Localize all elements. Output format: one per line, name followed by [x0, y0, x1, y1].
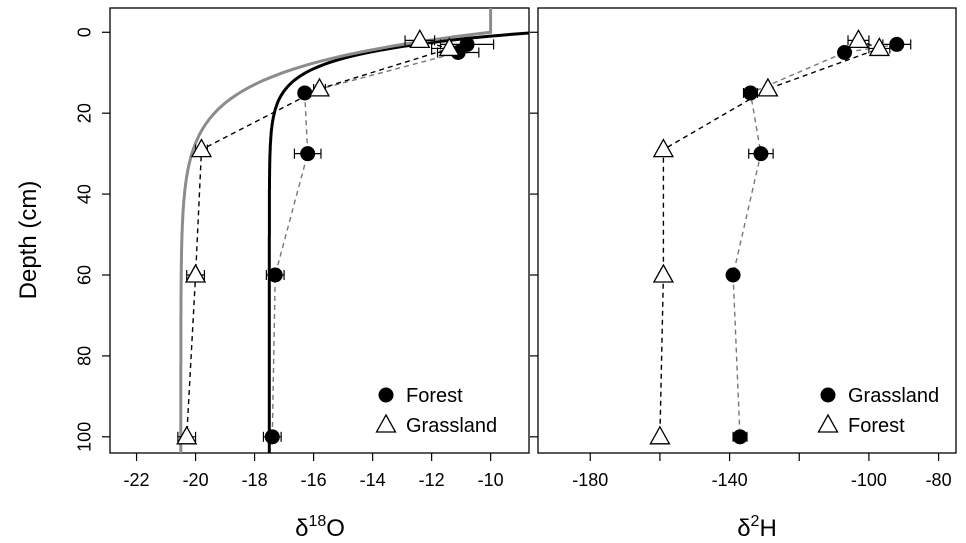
fitted-curves [179, 8, 529, 453]
legend-marker-triangle [375, 413, 397, 433]
x-axis-title-d18o: δ18O [295, 513, 345, 542]
data-point-triangle [757, 77, 779, 97]
data-point-triangle [438, 37, 460, 57]
data-point-circle [264, 429, 280, 445]
y-tick-label: 20 [74, 103, 94, 123]
data-point-triangle [176, 425, 198, 445]
legend-marker-triangle [817, 413, 839, 433]
data-point-circle [300, 146, 316, 162]
series-line-forest [659, 39, 882, 437]
plot-frame [109, 7, 530, 454]
y-tick-label: 100 [74, 422, 94, 452]
data-point-circle [742, 85, 758, 101]
series-line-forest [271, 43, 468, 437]
data-point-circle [297, 85, 313, 101]
x-tick-label: -14 [360, 470, 386, 490]
x-tick-label: -80 [926, 470, 952, 490]
y-tick-label: 40 [74, 184, 94, 204]
x-tick-label: -12 [419, 470, 445, 490]
data-point-circle [725, 267, 741, 283]
plot-frame [537, 7, 957, 454]
panel-d2h: -180 -140 -100 -80 Grassland Forest [530, 7, 957, 490]
x-tick-label: -20 [183, 470, 209, 490]
data-point-triangle [308, 77, 331, 97]
series-line-grassland [186, 39, 452, 437]
x-tick-label: -18 [242, 470, 268, 490]
x-tick-label: -100 [851, 470, 887, 490]
data-point-circle [732, 429, 748, 445]
legend-label: Grassland [406, 415, 497, 437]
data-point-triangle [652, 263, 675, 283]
data-point-triangle [409, 29, 431, 49]
x-tick-label: -22 [124, 470, 150, 490]
data-point-triangle [652, 138, 675, 158]
x-tick-label: -180 [572, 470, 608, 490]
y-tick-label: 60 [74, 265, 94, 285]
panel-d18o: 0 20 40 60 80 100 -22 -20 -18 -16 -14 -12 -10 Forest G… [74, 7, 530, 490]
x-axis-title-d2h: δ2H [737, 513, 777, 542]
legend-label: Forest [406, 385, 463, 407]
data-point-triangle [184, 263, 207, 283]
x-tick-label: -140 [712, 470, 748, 490]
fitted-curve [267, 31, 529, 453]
y-axis-title: Depth (cm) [15, 181, 42, 300]
series-line-grassland [732, 43, 897, 437]
y-tick-label: 0 [74, 27, 94, 37]
data-point-circle [267, 267, 283, 283]
legend-marker-circle [820, 387, 836, 403]
data-point-triangle [649, 425, 671, 445]
data-point-triangle [868, 37, 890, 57]
legend-marker-circle [378, 387, 394, 403]
fitted-curve [179, 8, 493, 453]
y-tick-label: 80 [74, 346, 94, 366]
data-point-circle [753, 146, 769, 162]
legend-label: Forest [848, 415, 905, 437]
data-point-circle [837, 45, 853, 60]
data-point-circle [889, 36, 905, 52]
data-point-triangle [847, 29, 870, 49]
x-tick-label: -16 [301, 470, 327, 490]
data-point-triangle [190, 138, 213, 158]
x-tick-label: -10 [478, 470, 504, 490]
legend-label: Grassland [848, 385, 939, 407]
